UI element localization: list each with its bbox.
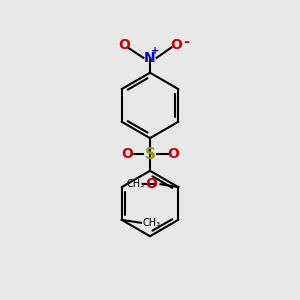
Text: S: S xyxy=(145,147,155,162)
Text: -: - xyxy=(183,34,189,49)
Text: O: O xyxy=(167,148,179,161)
Text: +: + xyxy=(151,46,159,56)
Text: CH₃: CH₃ xyxy=(126,178,144,189)
Text: O: O xyxy=(146,177,158,190)
Text: O: O xyxy=(170,38,182,52)
Text: O: O xyxy=(118,38,130,52)
Text: O: O xyxy=(121,148,133,161)
Text: CH₃: CH₃ xyxy=(142,218,160,228)
Text: N: N xyxy=(144,51,156,65)
